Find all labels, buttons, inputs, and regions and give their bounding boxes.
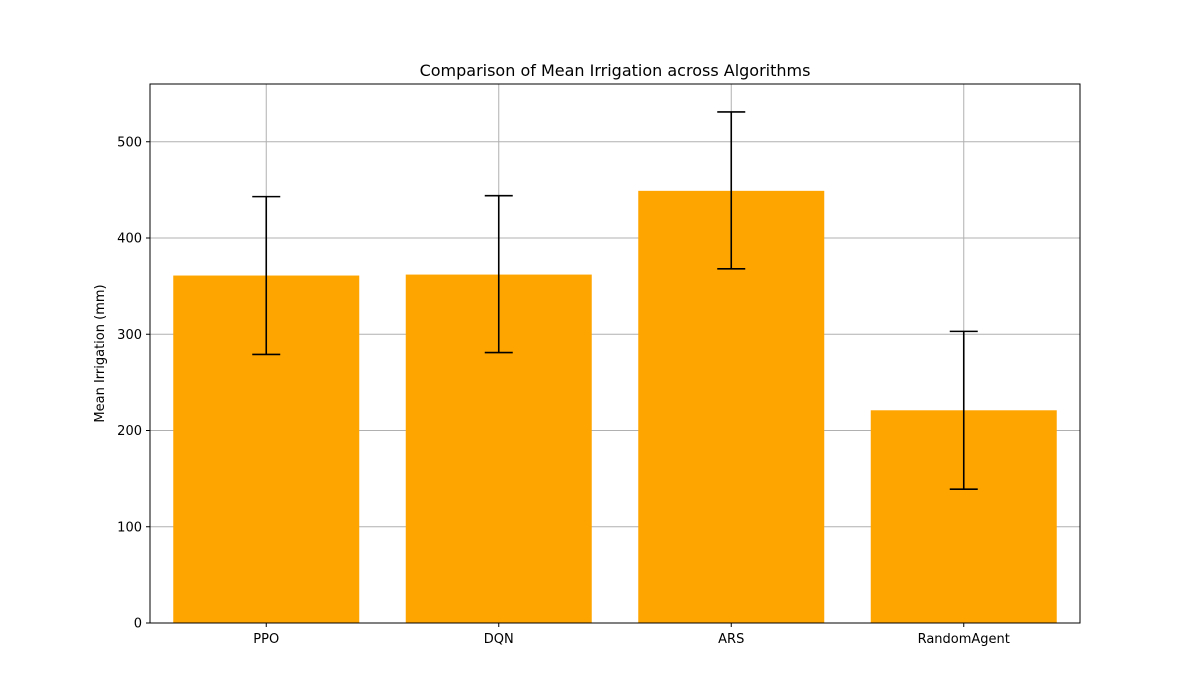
y-tick-label: 0: [134, 617, 142, 632]
error-bars-layer: [252, 111, 978, 491]
y-tick-label: 300: [117, 328, 142, 343]
y-tick-label: 100: [117, 520, 142, 535]
error-bar-ppo: [252, 195, 281, 356]
x-tick-label: PPO: [253, 632, 279, 647]
x-axis-ticks: PPO DQN ARS RandomAgent: [253, 623, 1010, 647]
y-tick-label: 500: [117, 135, 142, 150]
error-bar-dqn: [484, 194, 513, 354]
y-tick-label: 200: [117, 424, 142, 439]
error-bar-randomagent: [949, 330, 978, 491]
y-axis-ticks: 0 100 200 300 400 500: [117, 135, 150, 632]
x-tick-label: DQN: [484, 632, 514, 647]
x-tick-label: RandomAgent: [918, 632, 1010, 647]
plot-frame: [149, 83, 1081, 624]
y-tick-label: 400: [117, 232, 142, 247]
bars-layer: [173, 190, 1057, 623]
y-axis-label: Mean Irrigation (mm): [93, 284, 108, 422]
chart-title: Comparison of Mean Irrigation across Alg…: [420, 61, 811, 80]
error-bar-ars: [717, 111, 746, 270]
x-tick-label: ARS: [718, 632, 744, 647]
